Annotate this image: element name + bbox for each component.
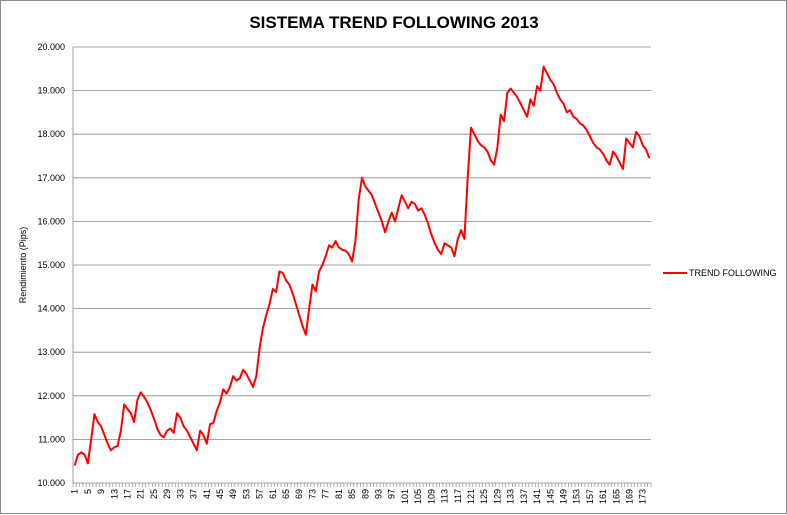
x-tick-label: 25 (149, 489, 159, 499)
y-tick-label: 12.000 (37, 391, 65, 401)
y-tick-label: 18.000 (37, 129, 65, 139)
x-tick-label: 5 (83, 489, 93, 494)
x-tick-label: 153 (572, 489, 582, 504)
x-tick-label: 161 (598, 489, 608, 504)
y-tick-label: 14.000 (37, 304, 65, 314)
series-line-trend-following (73, 65, 651, 466)
x-tick-label: 145 (545, 489, 555, 504)
y-tick-label: 16.000 (37, 216, 65, 226)
x-tick-label: 65 (281, 489, 291, 499)
chart-title: SISTEMA TREND FOLLOWING 2013 (249, 13, 538, 32)
x-tick-label: 109 (426, 489, 436, 504)
x-tick-label: 53 (241, 489, 251, 499)
x-tick-label: 57 (255, 489, 265, 499)
x-tick-label: 1 (70, 489, 80, 494)
x-tick-label: 117 (453, 489, 463, 503)
x-tick-label: 105 (413, 489, 423, 504)
legend-label: TREND FOLLOWING (689, 268, 777, 278)
x-tick-label: 61 (268, 489, 278, 499)
x-tick-label: 173 (638, 489, 648, 504)
x-tick-label: 137 (519, 489, 529, 504)
x-tick-label: 113 (440, 489, 450, 503)
y-tick-label: 10.000 (37, 478, 65, 488)
x-axis-ticks: 1 5 9 13 17 21 25 29 33 37 41 45 49 53 57 61 65 69 73 77 81 8… (70, 489, 648, 504)
series-layer (73, 65, 651, 466)
x-tick-label: 89 (360, 489, 370, 499)
y-axis-ticks: 10.000 11.000 12.000 13.000 14.000 15.000 16.0… (37, 42, 65, 488)
x-tick-label: 9 (96, 489, 106, 494)
x-tick-label: 129 (492, 489, 502, 504)
x-tick-label: 45 (215, 489, 225, 499)
x-tick-label: 29 (162, 489, 172, 499)
x-tick-label: 93 (374, 489, 384, 499)
gridlines (72, 46, 652, 487)
x-tick-label: 125 (479, 489, 489, 504)
x-tick-label: 41 (202, 489, 212, 499)
x-tick-label: 141 (532, 489, 542, 504)
x-tick-label: 21 (136, 489, 146, 499)
y-tick-label: 20.000 (37, 42, 65, 52)
x-tick-label: 165 (611, 489, 621, 504)
y-tick-label: 17.000 (37, 173, 65, 183)
y-tick-label: 13.000 (37, 347, 65, 357)
x-tick-label: 33 (175, 489, 185, 499)
x-tick-label: 37 (189, 489, 199, 499)
x-tick-label: 49 (228, 489, 238, 499)
x-tick-label: 97 (387, 489, 397, 499)
x-tick-label: 133 (506, 489, 516, 504)
x-tick-label: 101 (400, 489, 410, 504)
x-tick-label: 85 (347, 489, 357, 499)
y-axis-label: Rendimiento (Pips) (18, 227, 28, 304)
y-tick-label: 19.000 (37, 86, 65, 96)
x-tick-label: 81 (334, 489, 344, 499)
y-tick-label: 15.000 (37, 260, 65, 270)
x-tick-label: 157 (585, 489, 595, 504)
x-tick-label: 17 (122, 489, 132, 499)
y-tick-label: 11.000 (38, 434, 65, 444)
x-tick-label: 13 (109, 489, 119, 499)
x-tick-label: 73 (307, 489, 317, 499)
x-tick-label: 169 (625, 489, 635, 504)
legend: TREND FOLLOWING (663, 268, 777, 278)
x-tick-label: 77 (321, 489, 331, 499)
x-tick-label: 149 (558, 489, 568, 504)
x-tick-label: 121 (466, 489, 476, 504)
x-tick-label: 69 (294, 489, 304, 499)
